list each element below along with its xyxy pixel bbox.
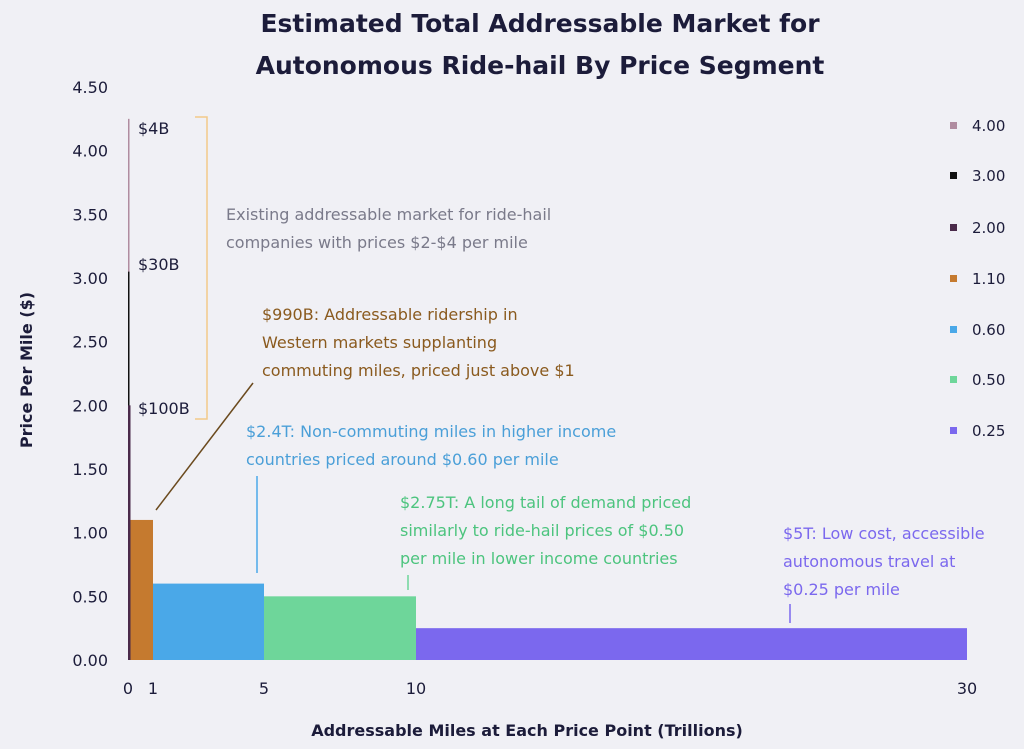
y-tick-label: 2.50	[72, 333, 108, 352]
bars	[128, 118, 967, 661]
t5-annotation-line-1: $5T: Low cost, accessible	[783, 524, 985, 543]
bar-1-10	[130, 519, 153, 660]
legend: 4.00 3.00 2.00 1.10 0.60 0.50 0.25	[950, 117, 1005, 440]
chart-title-line-1: Estimated Total Addressable Market for	[260, 9, 820, 38]
label-100b: $100B	[138, 399, 190, 418]
legend-label: 0.50	[972, 371, 1005, 389]
y-tick-label: 2.00	[72, 396, 108, 415]
legend-label: 0.25	[972, 422, 1005, 440]
existing-market-brace	[195, 116, 208, 420]
bar-2-00	[128, 405, 131, 660]
legend-swatch	[950, 172, 957, 179]
t275-annotation-line-2: similarly to ride-hail prices of $0.50	[400, 521, 684, 540]
x-axis-title: Addressable Miles at Each Price Point (T…	[311, 721, 743, 740]
t5-annotation-line-3: $0.25 per mile	[783, 580, 900, 599]
existing-annotation-line-1: Existing addressable market for ride-hai…	[226, 205, 551, 224]
b990-leader-line	[155, 382, 254, 511]
legend-label: 4.00	[972, 117, 1005, 135]
y-tick-label: 3.50	[72, 205, 108, 224]
legend-swatch	[950, 275, 957, 282]
legend-label: 3.00	[972, 167, 1005, 185]
y-tick-label: 3.00	[72, 269, 108, 288]
x-tick-label: 0	[123, 679, 133, 698]
legend-label: 0.60	[972, 321, 1005, 339]
y-tick-label: 0.00	[72, 651, 108, 670]
b990-annotation-line-3: commuting miles, priced just above $1	[262, 361, 575, 380]
y-axis-title: Price Per Mile ($)	[17, 292, 36, 448]
legend-swatch	[950, 224, 957, 231]
x-tick-label: 30	[957, 679, 977, 698]
t5-annotation-line-2: autonomous travel at	[783, 552, 955, 571]
bar-0-25	[416, 628, 967, 660]
legend-swatch	[950, 326, 957, 333]
existing-annotation-line-2: companies with prices $2-$4 per mile	[226, 233, 528, 252]
y-tick-label: 1.00	[72, 524, 108, 543]
t24-annotation-line-2: countries priced around $0.60 per mile	[246, 450, 559, 469]
x-tick-label: 1	[148, 679, 158, 698]
legend-swatch	[950, 376, 957, 383]
legend-swatch	[950, 427, 957, 434]
y-tick-label: 4.00	[72, 142, 108, 161]
y-axis-ticks: 0.00 0.50 1.00 1.50 2.00 2.50 3.00 3.50 4.00 4.50	[72, 78, 108, 670]
legend-label: 2.00	[972, 219, 1005, 237]
label-30b: $30B	[138, 255, 180, 274]
x-axis-ticks: 0 1 5 10 30	[123, 679, 977, 698]
b990-annotation-line-1: $990B: Addressable ridership in	[262, 305, 518, 324]
t275-annotation-line-1: $2.75T: A long tail of demand priced	[400, 493, 691, 512]
x-tick-label: 5	[259, 679, 269, 698]
x-tick-label: 10	[406, 679, 426, 698]
y-tick-label: 0.50	[72, 587, 108, 606]
chart-title-line-2: Autonomous Ride-hail By Price Segment	[256, 51, 825, 80]
bar-0-50	[264, 596, 416, 660]
t24-annotation-line-1: $2.4T: Non-commuting miles in higher inc…	[246, 422, 616, 441]
t275-annotation-line-3: per mile in lower income countries	[400, 549, 678, 568]
label-4b: $4B	[138, 119, 169, 138]
b990-annotation-line-2: Western markets supplanting	[262, 333, 497, 352]
y-tick-label: 1.50	[72, 460, 108, 479]
y-tick-label: 4.50	[72, 78, 108, 97]
legend-label: 1.10	[972, 270, 1005, 288]
bar-0-60	[153, 583, 264, 660]
legend-swatch	[950, 122, 957, 129]
